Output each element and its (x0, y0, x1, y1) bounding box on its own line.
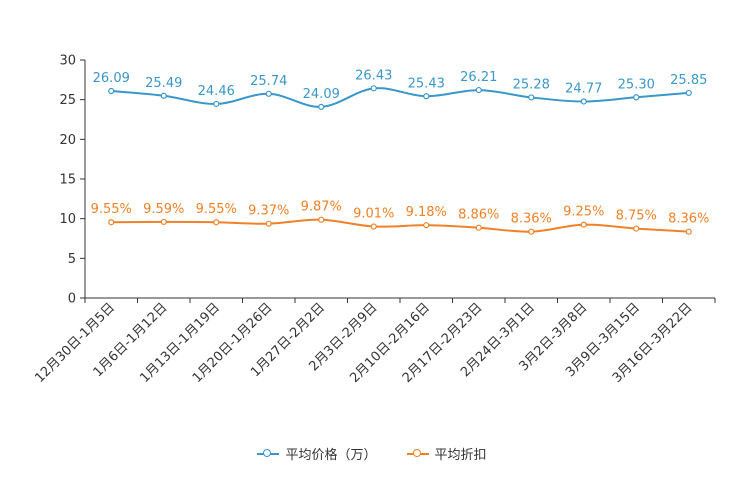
data-label: 9.55% (91, 202, 132, 217)
data-point (108, 87, 115, 95)
data-point (370, 85, 377, 92)
data-label: 8.86% (458, 208, 499, 223)
y-tick-label: 20 (59, 133, 76, 148)
y-tick-label: 10 (59, 212, 76, 227)
data-label: 9.59% (143, 202, 184, 217)
data-label: 25.43 (408, 76, 445, 91)
data-point (633, 225, 640, 232)
data-label: 24.46 (198, 84, 235, 99)
data-label: 9.01% (353, 207, 394, 222)
chart-plot: 05101520253012月30日-1月5日1月6日-1月12日1月13日-1… (32, 54, 716, 386)
data-point (213, 100, 220, 108)
data-label: 25.85 (670, 73, 707, 88)
data-point (580, 98, 587, 105)
legend-label-price: 平均价格（万） (285, 448, 377, 463)
data-point (213, 219, 220, 226)
legend-swatch-discount (406, 448, 429, 460)
data-point (580, 221, 587, 228)
data-point (685, 228, 692, 235)
data-point (528, 228, 535, 235)
data-label: 25.74 (250, 74, 287, 89)
data-point (318, 103, 325, 110)
y-tick-label: 5 (68, 252, 76, 267)
legend-item-price[interactable]: 平均价格（万） (257, 444, 377, 463)
legend-item-discount[interactable]: 平均折扣 (406, 444, 487, 463)
data-label: 25.28 (513, 77, 550, 92)
series-price: 26.09 25.49 24.46 25.74 24.09 26.43 25.43 26.21… (93, 68, 707, 110)
data-point (633, 94, 640, 101)
data-label: 26.09 (93, 71, 130, 86)
data-point (160, 92, 167, 99)
y-tick-label: 25 (59, 93, 76, 108)
y-tick-label: 15 (59, 173, 76, 188)
data-label: 26.43 (355, 68, 392, 83)
data-label: 8.36% (668, 212, 709, 227)
y-tick-label: 0 (68, 292, 76, 307)
data-point (423, 93, 430, 100)
legend-label-discount: 平均折扣 (434, 448, 487, 463)
data-point (160, 218, 167, 226)
legend: 平均价格（万） 平均折扣 (0, 444, 744, 463)
data-label: 25.49 (145, 76, 182, 91)
data-label: 9.37% (248, 204, 289, 219)
data-label: 8.75% (616, 209, 657, 224)
series-line (111, 87, 689, 108)
data-label: 9.55% (196, 202, 237, 217)
data-point (108, 219, 115, 226)
series-discount: 9.55% 9.59% 9.55% 9.37% 9.87% 9.01% 9.18% 8.86%… (91, 200, 709, 235)
data-label: 8.36% (511, 212, 552, 227)
y-tick-label: 30 (59, 54, 76, 69)
data-label: 24.09 (303, 87, 340, 102)
data-label: 9.25% (563, 205, 604, 220)
series-line (111, 218, 689, 233)
data-label: 24.77 (565, 81, 602, 96)
data-point (528, 94, 535, 101)
data-point (370, 223, 377, 230)
data-point (265, 220, 272, 227)
data-point (423, 222, 430, 229)
data-label: 26.21 (460, 70, 497, 85)
data-label: 25.30 (618, 77, 655, 92)
data-point (265, 90, 272, 97)
data-point (475, 86, 482, 94)
data-point (318, 216, 325, 223)
data-point (685, 89, 692, 97)
data-label: 9.87% (301, 200, 342, 215)
legend-swatch-price (257, 448, 280, 460)
data-point (475, 224, 482, 231)
data-label: 9.18% (406, 205, 447, 220)
